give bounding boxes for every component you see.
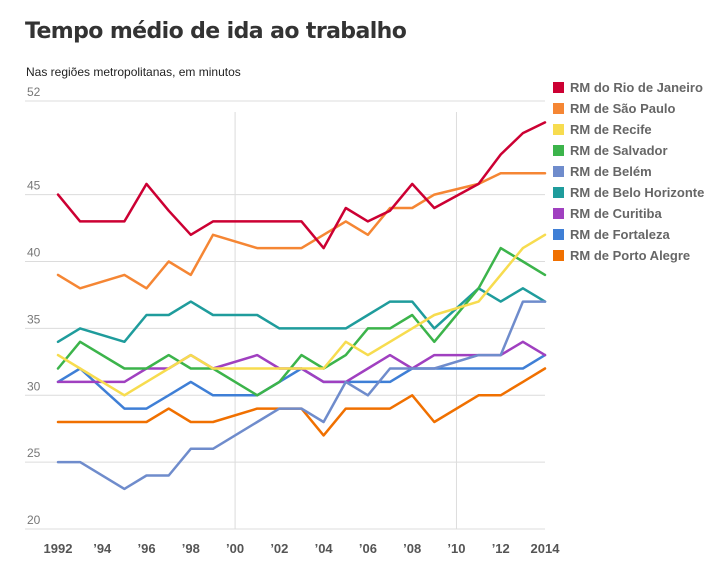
legend-item: RM de Belém [553, 164, 718, 180]
x-tick-label: ’02 [270, 541, 288, 556]
legend-label: RM de Belo Horizonte [570, 185, 705, 200]
legend-item: RM de Salvador [553, 143, 718, 159]
legend: RM do Rio de Janeiro RM de São Paulo RM de… [553, 80, 718, 269]
legend-item: RM de Belo Horizonte [553, 185, 718, 201]
legend-label: RM de Belém [570, 164, 652, 179]
legend-swatch [553, 124, 564, 135]
legend-label: RM de São Paulo [570, 101, 676, 116]
y-tick-label: 20 [27, 513, 41, 527]
chart-title: Tempo médio de ida ao trabalho [25, 19, 407, 44]
series-line [56, 171, 547, 290]
series-line [56, 300, 547, 491]
y-tick-label: 30 [27, 379, 41, 393]
legend-label: RM de Recife [570, 122, 652, 137]
legend-swatch [553, 187, 564, 198]
legend-label: RM de Salvador [570, 143, 668, 158]
chart-subtitle: Nas regiões metropolitanas, em minutos [26, 65, 241, 79]
legend-swatch [553, 103, 564, 114]
legend-item: RM de Curitiba [553, 206, 718, 222]
x-tick-label: ’94 [93, 541, 112, 556]
x-tick-label: 1992 [44, 541, 73, 556]
x-tick-label: ’10 [447, 541, 465, 556]
legend-label: RM de Porto Alegre [570, 248, 691, 263]
series-line [56, 340, 547, 384]
legend-label: RM de Fortaleza [570, 227, 670, 242]
series-line [56, 233, 547, 397]
legend-item: RM de São Paulo [553, 101, 718, 117]
legend-swatch [553, 229, 564, 240]
y-tick-label: 52 [27, 85, 41, 99]
x-tick-label: ’12 [492, 541, 510, 556]
x-tick-label: ’06 [359, 541, 377, 556]
y-tick-label: 25 [27, 446, 41, 460]
series-line [56, 121, 547, 250]
legend-swatch [553, 250, 564, 261]
legend-swatch [553, 208, 564, 219]
legend-swatch [553, 166, 564, 177]
y-tick-label: 45 [27, 179, 41, 193]
series-layer [56, 121, 547, 491]
x-tick-label: 2014 [531, 541, 561, 556]
legend-item: RM do Rio de Janeiro [553, 80, 718, 96]
y-tick-label: 35 [27, 312, 41, 326]
x-tick-label: ’96 [138, 541, 156, 556]
x-tick-label: ’04 [315, 541, 334, 556]
axis-layer: 20 25 30 35 40 45 52 1992 ’94 ’96 ’98 ’00 ’02 ’04 ’06 ’… [27, 85, 560, 556]
x-tick-label: ’00 [226, 541, 244, 556]
series-line [56, 246, 547, 397]
legend-swatch [553, 145, 564, 156]
legend-item: RM de Porto Alegre [553, 248, 718, 264]
legend-item: RM de Fortaleza [553, 227, 718, 243]
legend-label: RM de Curitiba [570, 206, 662, 221]
series-line [56, 287, 547, 344]
series-line [56, 367, 547, 437]
legend-item: RM de Recife [553, 122, 718, 138]
legend-swatch [553, 82, 564, 93]
legend-label: RM do Rio de Janeiro [570, 80, 703, 95]
y-tick-label: 40 [27, 246, 41, 260]
grid-layer [25, 100, 545, 530]
x-tick-label: ’08 [403, 541, 421, 556]
x-tick-label: ’98 [182, 541, 200, 556]
